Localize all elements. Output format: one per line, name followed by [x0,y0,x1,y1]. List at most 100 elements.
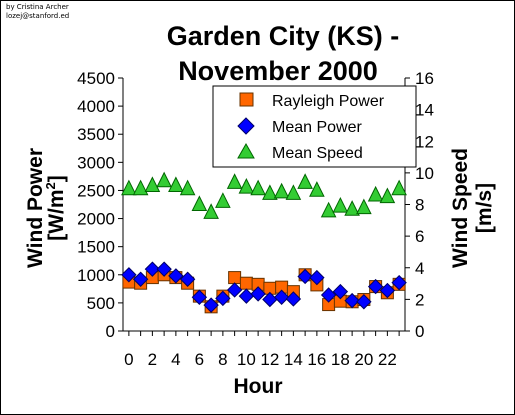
mean-speed-point [356,198,372,215]
y-right-tick-label: 14 [415,101,434,120]
credit-line-1: by Cristina Archer [6,3,69,11]
y-right-tick-label: 0 [415,322,424,341]
y-left-axis-unit: [W/m2] [43,175,68,241]
mean-speed-point [297,173,313,189]
mean-speed-point [144,176,161,193]
y-right-tick-label: 16 [415,69,434,88]
mean-speed-point [156,171,172,188]
y-right-tick-label: 2 [415,290,424,309]
mean-power-point [356,294,372,310]
mean-power-point [144,261,161,277]
y-left-tick-label: 3500 [77,125,115,144]
y-right-tick-label: 8 [415,196,424,215]
y-left-axis-unit-text: [W/m [45,189,68,240]
y-left-tick-label: 500 [87,294,115,313]
x-tick-label: 4 [171,350,180,369]
y-left-tick-label: 4000 [77,97,115,116]
mean-power-point [132,271,149,287]
x-tick-label: 0 [124,350,133,369]
y-right-tick-label: 12 [415,132,434,151]
mean-speed-point [121,179,137,196]
mean-power-point [379,282,396,299]
legend-label-mean-power: Mean Power [272,119,362,136]
x-tick-label: 22 [378,350,397,369]
mean-speed-point [179,179,196,196]
mean-speed-point [309,181,325,197]
credit-line-2: lozej@stanford.ed [6,12,70,20]
x-axis-label: Hour [234,375,283,398]
legend-label-mean-speed: Mean Speed [272,145,363,162]
x-tick-label: 8 [218,350,227,369]
x-tick-label: 14 [284,350,303,369]
mean-power-point [121,267,137,283]
legend: Rayleigh Power Mean Power Mean Speed [212,85,417,168]
mean-speed-point [344,200,360,216]
mean-power-point [273,289,290,305]
mean-power-point [179,271,196,287]
mean-power-point [332,283,349,300]
mean-power-point [391,274,407,291]
y-left-axis-unit-close: ] [45,175,68,182]
y-left-tick-label: 0 [106,322,115,341]
mean-speed-point [226,173,243,189]
x-tick-label: 20 [354,350,373,369]
y-right-tick-label: 10 [415,164,434,183]
chart-title-line-1: Garden City (KS) - [167,21,400,51]
mean-speed-point [215,192,231,208]
mean-power-point [168,268,184,284]
x-tick-label: 16 [307,350,326,369]
mean-power-point [250,286,266,302]
y-right-tick-label: 6 [415,227,424,246]
mean-power-point [320,287,337,303]
axes-group: 0500100015002000250030003500400045000246… [77,69,434,369]
mean-power-point [203,297,219,313]
mean-speed-point [250,179,266,196]
x-tick-label: 2 [148,350,157,369]
mean-power-point [238,288,255,304]
mean-speed-point [332,196,349,213]
mean-power-point [297,268,313,285]
y-left-tick-label: 1500 [77,238,115,257]
mean-speed-point [379,187,396,204]
mean-power-point [367,278,384,295]
mean-speed-point [273,182,290,199]
y-left-axis-label-main: Wind Power [24,148,47,268]
mean-speed-point [238,177,255,194]
chart-title-line-2: November 2000 [178,56,378,86]
x-tick-label: 10 [237,350,256,369]
rayleigh-power-point [239,276,253,290]
mean-speed-point [262,184,278,200]
mean-speed-point [367,185,384,202]
mean-speed-point [285,184,302,200]
mean-power-point [344,292,360,309]
mean-speed-point [132,179,149,196]
y-right-tick-label: 4 [415,259,424,278]
mean-speed-point [391,179,407,196]
y-left-axis-unit-sup: 2 [43,182,58,189]
legend-marker-mean-power [237,117,255,135]
legend-label-rayleigh: Rayleigh Power [272,93,385,110]
y-left-tick-label: 2000 [77,210,115,229]
mean-power-point [309,269,325,286]
legend-marker-rayleigh [239,92,254,107]
rayleigh-power-point [228,271,242,285]
x-tick-label: 12 [260,350,279,369]
mean-power-point [191,289,208,305]
y-left-axis-label: Wind Power [24,148,47,268]
x-tick-label: 18 [331,350,350,369]
y-left-tick-label: 2500 [77,181,115,200]
mean-speed-point [320,201,337,218]
mean-speed-point [191,195,208,211]
y-left-tick-label: 3000 [77,153,115,172]
mean-power-point [285,291,302,307]
y-left-tick-label: 4500 [77,69,115,88]
mean-speed-point [203,203,219,219]
y-left-tick-label: 1000 [77,266,115,285]
x-tick-label: 6 [195,350,204,369]
legend-marker-mean-speed [237,142,255,159]
y-right-axis-unit: [m/s] [473,183,496,233]
y-right-axis-label: Wind Speed [449,148,472,268]
mean-power-point [156,261,172,277]
